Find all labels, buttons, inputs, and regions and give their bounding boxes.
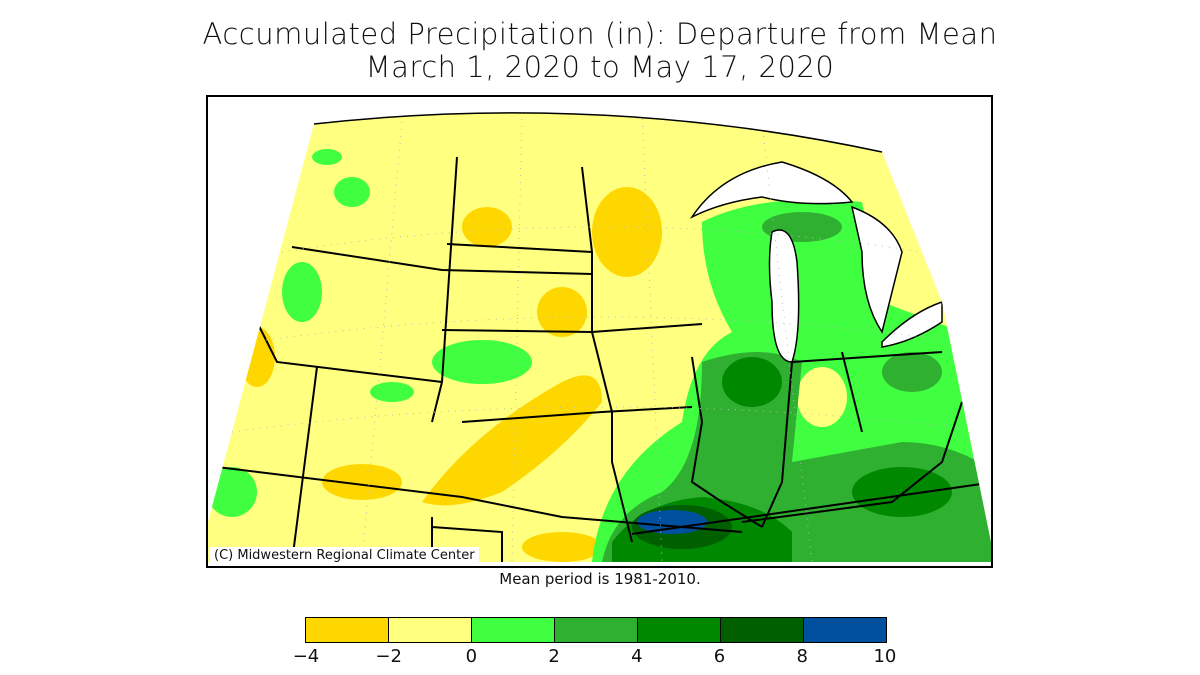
mean-period-note: Mean period is 1981-2010. [499,570,701,588]
precipitation-map [208,112,991,562]
map-subtitle: March 1, 2020 to May 17, 2020 [365,50,835,84]
color-legend [305,617,887,643]
legend-tick-label: −2 [375,646,402,667]
legend-tick-label: 0 [465,646,478,667]
legend-swatch [389,618,472,642]
legend-swatch [804,618,886,642]
wet-area-8-10 [637,510,707,534]
legend-tick-label: 6 [713,646,726,667]
map-title: Accumulated Precipitation (in): Departur… [202,17,998,51]
legend-swatch [721,618,804,642]
legend-swatch [472,618,555,642]
legend-tick-label: 4 [631,646,643,667]
legend-swatch [306,618,389,642]
legend-tick-label: 2 [548,646,560,667]
legend-swatch [555,618,638,642]
legend-tick-label: 10 [873,646,897,667]
copyright-credit: (C) Midwestern Regional Climate Center [210,547,479,564]
legend-tick-label: 8 [796,646,808,667]
legend-tick-label: −4 [292,646,320,667]
great-lakes [689,161,943,363]
map-frame [206,95,993,568]
map-edge [313,112,883,153]
dry-pocket [797,367,847,427]
legend-swatch [638,618,721,642]
lat-lon-grid [231,112,991,562]
state-boundaries [216,156,991,562]
